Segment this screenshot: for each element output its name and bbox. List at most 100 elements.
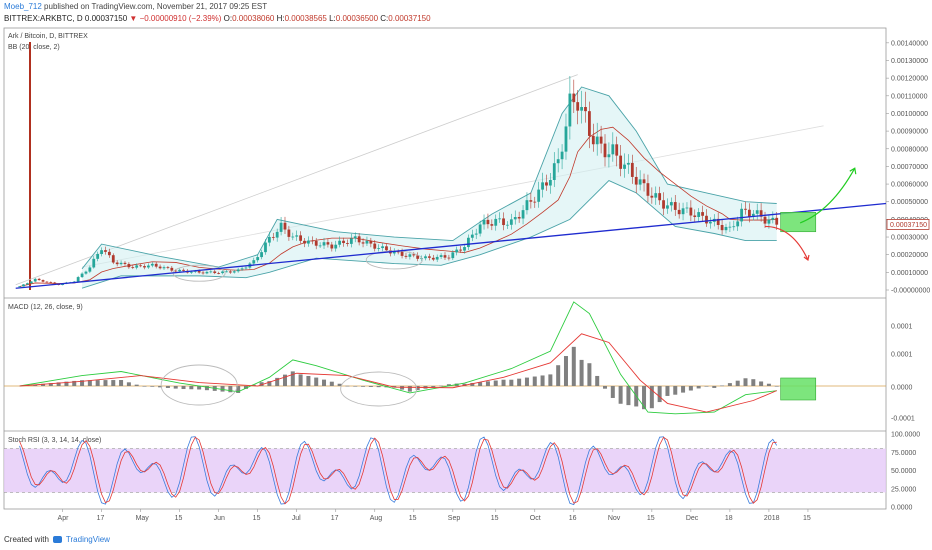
candle-body (470, 234, 474, 238)
candle-body (104, 250, 107, 252)
candle-body (716, 218, 720, 225)
tradingview-link[interactable]: TradingView (65, 535, 110, 544)
x-tick-label: 15 (803, 515, 811, 522)
macd-histogram-bar (72, 380, 77, 386)
candle-body (326, 242, 330, 245)
high-label: H: (276, 14, 285, 23)
last-price-label: 0.00037150 (890, 222, 927, 229)
price-change: −0.00000910 (−2.39%) (139, 14, 222, 23)
candle-body (361, 242, 365, 244)
macd-histogram-bar (563, 356, 568, 386)
candle-body (107, 251, 111, 256)
candle-body (439, 255, 443, 257)
y-tick-label: 0.00020000 (891, 252, 928, 259)
candle-body (498, 218, 502, 220)
macd-histogram-bar (766, 383, 771, 386)
macd-histogram-bar (376, 386, 381, 388)
macd-histogram-bar (150, 386, 155, 387)
open-label: O: (223, 14, 233, 23)
candle-body (720, 224, 724, 231)
candle-body (751, 213, 755, 217)
macd-histogram-bar (165, 386, 170, 388)
candle-body (494, 218, 498, 226)
macd-histogram-bar (501, 379, 506, 386)
candle-body (486, 219, 490, 225)
candle-body (139, 265, 142, 267)
stoch-pane-title: Stoch RSI (3, 3, 14, 14, close) (8, 437, 101, 444)
candle-body (49, 282, 53, 283)
macd-histogram-bar (111, 380, 116, 386)
macd-histogram-bar (56, 382, 61, 386)
macd-histogram-bar (704, 386, 709, 387)
macd-histogram-bar (657, 386, 662, 403)
candle-body (513, 217, 517, 220)
candle-body (201, 272, 205, 274)
macd-histogram-bar (298, 374, 303, 386)
candle-body (396, 251, 400, 253)
candle-body (115, 262, 119, 265)
stoch-y-tick-label: 100.0000 (891, 432, 920, 439)
candle-body (615, 144, 619, 156)
candle-body (654, 193, 658, 198)
macd-histogram-bar (642, 386, 647, 410)
macd-histogram-bar (532, 376, 537, 386)
candle-body (759, 210, 763, 217)
macd-histogram-bar (236, 386, 241, 393)
macd-histogram-bar (439, 385, 444, 387)
macd-histogram-bar (681, 386, 686, 393)
candle-body (599, 136, 603, 144)
candle-body (685, 207, 689, 209)
candle-body (556, 159, 560, 164)
low-value: 0.00036500 (335, 14, 379, 23)
candle-body (119, 262, 123, 265)
macd-histogram-bar (134, 384, 139, 386)
x-tick-label: 17 (331, 515, 339, 522)
candle-body (572, 93, 576, 103)
candle-body (724, 226, 728, 231)
candle-body (37, 278, 41, 281)
publish-text: published on TradingView.com, November 2… (44, 2, 268, 11)
macd-y-tick-label: 0.0001 (891, 352, 913, 359)
candle-body (740, 208, 744, 222)
macd-histogram-bar (618, 386, 623, 404)
y-tick-label: 0.00140000 (891, 40, 928, 47)
candle-body (150, 263, 154, 266)
candle-body (174, 270, 178, 272)
candle-body (29, 281, 33, 284)
x-tick-label: Nov (608, 515, 621, 522)
macd-histogram-bar (400, 386, 405, 390)
macd-histogram-bar (548, 374, 553, 386)
chart-area[interactable]: Ark / Bitcoin, D, BITTREX BB (20, close, … (0, 26, 932, 526)
last-price-marker (886, 219, 930, 230)
high-value: 0.00038565 (284, 14, 327, 23)
stoch-y-tick-label: 0.0000 (891, 505, 913, 512)
candle-body (240, 268, 244, 270)
candle-body (279, 222, 283, 232)
candle-body (701, 212, 704, 216)
candle-body (736, 221, 740, 227)
candle-body (283, 222, 287, 230)
author-link[interactable]: Moeb_712 (4, 2, 42, 11)
candle-body (568, 93, 572, 127)
macd-histogram-bar (126, 382, 131, 386)
x-tick-label: 16 (569, 515, 577, 522)
macd-histogram-bar (103, 380, 108, 386)
candle-body (84, 271, 88, 274)
x-tick-label: Jul (292, 515, 301, 522)
macd-histogram-bar (509, 379, 514, 386)
y-tick-label: -0.00000000 (891, 288, 930, 295)
macd-histogram-bar (368, 386, 373, 387)
candle-body (537, 189, 541, 202)
candle-body (595, 136, 599, 145)
candle-body (197, 270, 201, 273)
candle-body (303, 240, 306, 244)
candle-body (564, 126, 568, 152)
macd-histogram-bar (665, 386, 670, 396)
candle-body (45, 281, 49, 283)
x-tick-label: 15 (175, 515, 183, 522)
x-tick-label: Dec (686, 515, 699, 522)
candle-body (166, 267, 170, 268)
tradingview-logo-icon (52, 536, 62, 543)
candle-body (681, 208, 685, 215)
macd-histogram-bar (610, 386, 615, 398)
